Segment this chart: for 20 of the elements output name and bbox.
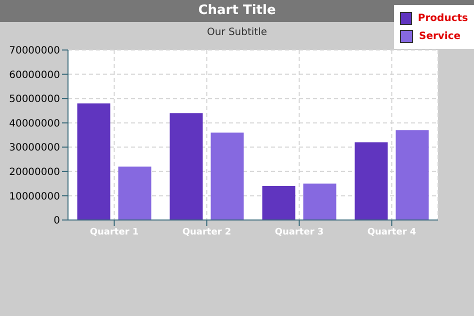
bar xyxy=(77,103,110,220)
y-tick-label: 10000000 xyxy=(9,191,60,202)
bar xyxy=(354,142,388,220)
bar xyxy=(170,113,203,220)
bar xyxy=(262,186,296,220)
y-tick-label: 30000000 xyxy=(9,142,60,154)
chart-title: Chart Title xyxy=(198,3,276,18)
y-tick-label: 0 xyxy=(54,216,60,227)
y-tick-label: 70000000 xyxy=(9,46,60,57)
bar xyxy=(210,132,244,220)
y-tick-label: 50000000 xyxy=(9,94,60,106)
bar xyxy=(396,130,429,220)
bar xyxy=(118,166,152,220)
y-tick-label: 60000000 xyxy=(9,70,60,81)
chart-subtitle: Our Subtitle xyxy=(206,27,268,38)
legend-label: Service xyxy=(419,30,461,42)
legend-label: Products xyxy=(418,12,468,24)
y-tick-label: 40000000 xyxy=(9,118,60,130)
bar xyxy=(303,184,336,220)
y-tick-label: 20000000 xyxy=(9,166,60,178)
